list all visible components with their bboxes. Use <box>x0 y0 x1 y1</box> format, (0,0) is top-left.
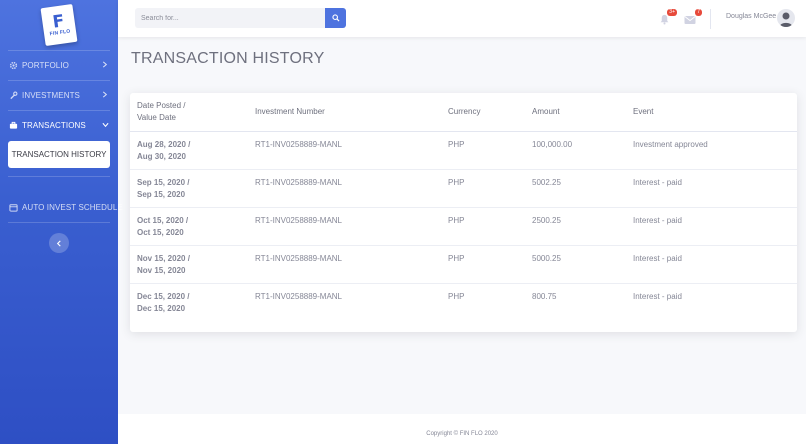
page-title: TRANSACTION HISTORY <box>131 50 325 67</box>
table-row: Oct 15, 2020 / Oct 15, 2020 RT1-INV025888… <box>130 207 797 246</box>
sidebar-divider <box>8 176 110 177</box>
sidebar-item-portfolio[interactable]: PORTFOLIO <box>0 51 118 80</box>
brand[interactable]: F FIN FLO <box>0 0 118 47</box>
sidebar-item-label: TRANSACTIONS <box>22 121 86 130</box>
sidebar-divider <box>8 222 110 223</box>
cell-currency: PHP <box>448 291 465 301</box>
transactions-card: Date Posted / Value Date Investment Numb… <box>130 93 797 332</box>
sidebar-item-label: PORTFOLIO <box>22 61 69 70</box>
logo-text: FIN FLO <box>49 28 71 38</box>
table-row: Aug 28, 2020 / Aug 30, 2020 RT1-INV025888… <box>130 131 797 170</box>
column-header-amount: Amount <box>532 93 633 132</box>
cell-currency: PHP <box>448 131 532 170</box>
briefcase-icon <box>9 121 18 130</box>
table-row: Nov 15, 2020 / Nov 15, 2020 RT1-INV025888… <box>130 245 797 284</box>
sidebar-item-investments[interactable]: INVESTMENTS <box>0 81 118 110</box>
submenu-item-transaction-history[interactable]: TRANSACTION HISTORY <box>11 150 107 159</box>
value-date: Aug 30, 2020 <box>137 151 186 161</box>
column-header-investment: Investment Number <box>255 93 448 132</box>
messages-count-badge: 7 <box>695 9 702 16</box>
table-row: Sep 15, 2020 / Sep 15, 2020 RT1-INV025888… <box>130 169 797 208</box>
calendar-icon <box>9 203 18 212</box>
posted-date: Aug 28, 2020 / <box>137 139 191 149</box>
bell-icon <box>660 14 669 25</box>
cell-amount: 800.75 <box>532 291 557 301</box>
sidebar-item-label: INVESTMENTS <box>22 91 80 100</box>
transaction-table: Date Posted / Value Date Investment Numb… <box>130 93 797 321</box>
sidebar: F FIN FLO PORTFOLIO INVESTMENTS TRANSACT… <box>0 0 123 444</box>
posted-date: Dec 15, 2020 / <box>137 291 190 301</box>
cell-investment-number: RT1-INV0258889-MANL <box>255 245 448 284</box>
transactions-submenu: TRANSACTION HISTORY <box>8 141 110 168</box>
envelope-icon <box>684 16 696 24</box>
posted-date: Nov 15, 2020 / <box>137 253 190 263</box>
column-header-currency: Currency <box>448 93 532 132</box>
cell-amount: 5002.25 <box>532 169 633 208</box>
topbar: 3+ 7 Douglas McGee <box>118 0 806 37</box>
chevron-down-icon <box>101 121 109 130</box>
search-button[interactable] <box>325 8 346 28</box>
value-date: Nov 15, 2020 <box>137 265 186 275</box>
cell-event: Interest - paid <box>633 207 797 246</box>
gear-icon <box>9 61 18 70</box>
column-header-event: Event <box>633 93 797 132</box>
posted-date: Sep 15, 2020 / <box>137 177 190 187</box>
cell-event: Interest - paid <box>633 245 797 284</box>
posted-date: Oct 15, 2020 / <box>137 215 189 225</box>
user-name[interactable]: Douglas McGee <box>726 13 777 20</box>
cell-event: Interest - paid <box>633 169 797 208</box>
cell-investment-number: RT1-INV0258889-MANL <box>255 291 343 301</box>
user-avatar-icon <box>779 12 793 27</box>
chevron-right-icon <box>101 61 109 70</box>
value-date: Dec 15, 2020 <box>137 303 186 313</box>
sidebar-divider <box>8 80 110 81</box>
cell-investment-number: RT1-INV0258889-MANL <box>255 131 448 170</box>
cell-amount: 5000.25 <box>532 245 633 284</box>
cell-investment-number: RT1-INV0258889-MANL <box>255 207 448 246</box>
footer: Copyright © FIN FLO 2020 <box>118 414 806 444</box>
table-row: Dec 15, 2020 / Dec 15, 2020 RT1-INV025888… <box>130 283 797 321</box>
wrench-icon <box>9 91 18 100</box>
cell-currency: PHP <box>448 207 532 246</box>
search-input[interactable] <box>135 8 325 28</box>
cell-investment-number: RT1-INV0258889-MANL <box>255 169 448 208</box>
cell-currency: PHP <box>448 169 532 208</box>
copyright-text: Copyright © FIN FLO 2020 <box>426 431 498 437</box>
sidebar-divider <box>8 50 110 51</box>
chevron-left-icon <box>56 239 61 247</box>
chevron-right-icon <box>101 91 109 100</box>
value-date: Oct 15, 2020 <box>137 227 184 237</box>
alerts-count-badge: 3+ <box>667 9 677 16</box>
search-icon <box>331 14 339 22</box>
search-bar <box>135 8 346 28</box>
cell-date: Oct 15, 2020 / Oct 15, 2020 <box>130 207 255 246</box>
cell-event: Interest - paid <box>633 291 682 301</box>
cell-date: Aug 28, 2020 / Aug 30, 2020 <box>130 131 255 170</box>
cell-amount: 2500.25 <box>532 207 633 246</box>
topbar-divider <box>710 9 711 29</box>
logo-letter: F <box>51 11 66 33</box>
cell-event: Investment approved <box>633 131 797 170</box>
avatar[interactable] <box>777 9 795 27</box>
header-date-line2: Value Date <box>137 112 176 122</box>
sidebar-divider <box>8 110 110 111</box>
sidebar-item-auto-invest-schedule[interactable]: AUTO INVEST SCHEDULE <box>0 193 123 222</box>
cell-currency: PHP <box>448 245 532 284</box>
table-header-row: Date Posted / Value Date Investment Numb… <box>130 93 797 132</box>
sidebar-item-label: AUTO INVEST SCHEDULE <box>22 203 123 212</box>
cell-amount: 100,000.00 <box>532 131 633 170</box>
cell-date: Sep 15, 2020 / Sep 15, 2020 <box>130 169 255 208</box>
messages-button[interactable]: 7 <box>684 9 702 24</box>
column-header-date: Date Posted / Value Date <box>130 93 255 132</box>
sidebar-toggle-button[interactable] <box>49 233 69 253</box>
header-date-line1: Date Posted / <box>137 100 186 110</box>
alerts-button[interactable]: 3+ <box>659 9 677 25</box>
value-date: Sep 15, 2020 <box>137 189 186 199</box>
cell-date: Dec 15, 2020 / Dec 15, 2020 <box>130 283 255 321</box>
sidebar-item-transactions[interactable]: TRANSACTIONS <box>0 111 118 140</box>
cell-date: Nov 15, 2020 / Nov 15, 2020 <box>130 245 255 284</box>
fin-flo-logo[interactable]: F FIN FLO <box>40 3 78 47</box>
